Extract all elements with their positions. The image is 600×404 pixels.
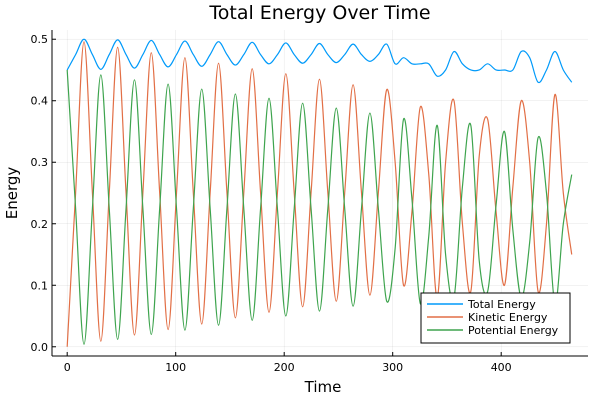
y-axis-label: Energy [3, 167, 21, 220]
y-tick-label: 0.2 [31, 218, 49, 231]
legend-box [420, 292, 571, 344]
y-tick-label: 0.1 [31, 279, 49, 292]
kinetic-energy-line [66, 41, 573, 347]
x-tick-label: 0 [64, 361, 71, 374]
potential-energy-line [66, 69, 573, 345]
legend-label-potential-energy: Potential Energy [468, 324, 559, 337]
x-tick-label: 300 [382, 361, 403, 374]
x-tick-label: 200 [274, 361, 295, 374]
legend-label-kinetic-energy: Kinetic Energy [468, 311, 548, 324]
y-tick-label: 0.3 [31, 156, 49, 169]
y-tick-label: 0.5 [31, 33, 49, 46]
x-axis-label: Time [304, 378, 342, 396]
x-tick-label: 100 [165, 361, 186, 374]
y-tick-label: 0.4 [31, 95, 49, 108]
total-energy-line [66, 38, 573, 84]
x-tick-label: 400 [491, 361, 512, 374]
legend-label-total-energy: Total Energy [467, 298, 536, 311]
y-tick-label: 0.0 [31, 341, 49, 354]
ticks: 0 100 200 300 400 0.0 0.1 0.2 0.3 0.4 0.5 [31, 33, 512, 374]
chart-title: Total Energy Over Time [208, 2, 430, 24]
series-lines [66, 38, 573, 347]
